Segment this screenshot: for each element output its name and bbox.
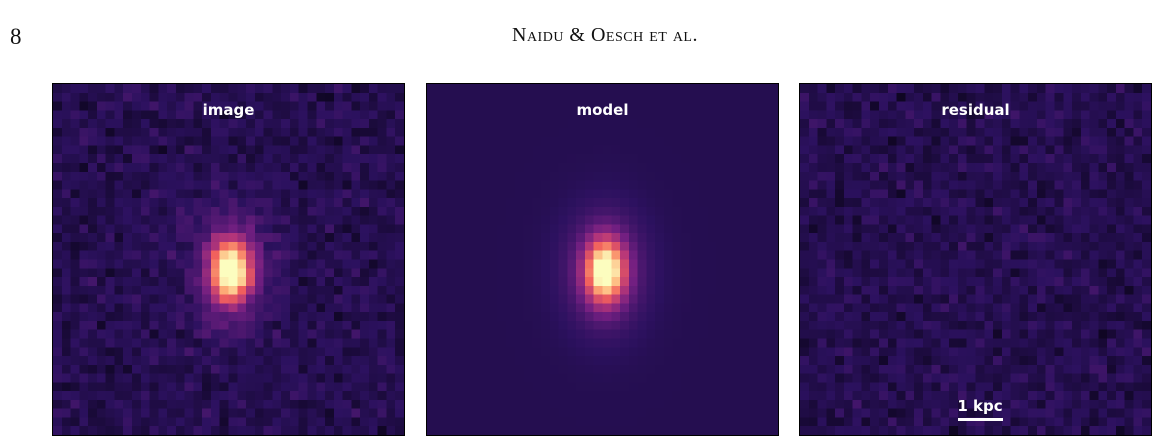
model-panel: model bbox=[426, 83, 779, 436]
residual-map bbox=[800, 84, 1151, 435]
image-panel: image bbox=[52, 83, 405, 436]
page-number: 8 bbox=[10, 24, 22, 49]
image-panel-label: image bbox=[202, 101, 255, 119]
running-head: Naidu & Oesch et al. bbox=[512, 24, 698, 46]
model-map bbox=[427, 84, 778, 435]
residual-panel: residual 1 kpc bbox=[799, 83, 1152, 436]
image-map bbox=[53, 84, 404, 435]
scale-bar bbox=[958, 418, 1003, 421]
model-panel-label: model bbox=[576, 101, 629, 119]
scale-bar-label: 1 kpc bbox=[957, 397, 1003, 415]
residual-panel-label: residual bbox=[941, 101, 1010, 119]
